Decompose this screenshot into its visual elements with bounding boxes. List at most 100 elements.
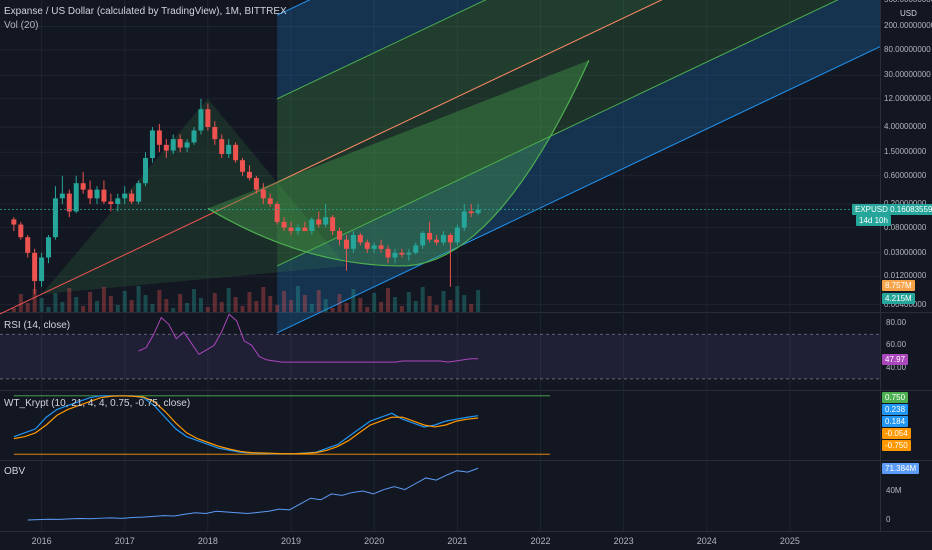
candle-body (198, 109, 204, 131)
candle-body (371, 245, 377, 249)
candle-body (440, 234, 446, 243)
candle-body (122, 193, 128, 199)
volume-bar (462, 295, 467, 312)
pitchfork-line (276, 0, 839, 267)
volume-bar (399, 306, 404, 312)
volume-bar (53, 293, 58, 312)
volume-bar (67, 288, 72, 312)
volume-bar (240, 306, 245, 312)
volume-bar (25, 303, 30, 312)
candle-body (281, 221, 287, 228)
time-axis-label: 2020 (364, 536, 385, 546)
volume-bar (247, 292, 252, 312)
candle-body (240, 160, 246, 172)
volume-bar (434, 305, 439, 312)
candle-body (149, 130, 155, 158)
chart-title: Expanse / US Dollar (calculated by Tradi… (4, 6, 287, 17)
candle-body (163, 144, 169, 151)
volume-bar (420, 287, 425, 312)
volume-bar (295, 286, 300, 312)
price-axis-label: 0.08000000 (884, 222, 927, 232)
volume-bar (143, 295, 148, 312)
price-axis-label: 0.00400000 (884, 299, 927, 309)
volume-bar (60, 302, 65, 312)
pane-separator (0, 312, 932, 313)
volume-bar (254, 301, 259, 312)
pitchfork-line (276, 0, 487, 100)
pitchfork-line (276, 0, 663, 183)
time-axis-label: 2018 (197, 536, 218, 546)
volume-bar (330, 308, 335, 312)
candle-body (108, 201, 114, 205)
candle-body (364, 242, 370, 249)
candle-body (115, 198, 121, 205)
wt-value-tag: 0.184 (882, 416, 909, 427)
time-axis-label: 2017 (114, 536, 135, 546)
obv-axis-label: 40M (886, 486, 902, 495)
volume-bar (476, 290, 481, 312)
currency-label: USD (900, 9, 917, 18)
rsi-axis-label: 40.00 (886, 362, 907, 372)
volume-bar (427, 296, 432, 312)
volume-bar (469, 304, 474, 312)
candle-body (475, 209, 481, 214)
wt-value-tag: -0.750 (882, 440, 911, 451)
volume-bar (108, 296, 113, 312)
volume-bar (372, 293, 377, 312)
price-axis-label: 4.00000000 (884, 122, 927, 132)
candle-body (87, 189, 93, 199)
pane-separator (0, 531, 932, 532)
candle-body (129, 193, 135, 202)
volume-bar (205, 307, 210, 312)
obv-line (27, 467, 479, 521)
volume-bar (18, 294, 23, 312)
volume-bar (95, 301, 100, 312)
price-axis-label: 0.01200000 (884, 271, 927, 281)
candle-body (52, 198, 58, 238)
candle-body (288, 227, 294, 232)
candle-body (32, 252, 38, 282)
volume-bar (323, 299, 328, 312)
volume-bar (226, 288, 231, 312)
volume-bar (101, 287, 106, 312)
candle-body (205, 109, 211, 128)
candle-body (39, 257, 45, 282)
wt-value-tag: 0.750 (882, 392, 909, 403)
candle-body (420, 232, 426, 246)
candle-body (343, 239, 349, 249)
candle-body (226, 144, 232, 155)
volume-bar (455, 286, 460, 312)
candle-body (309, 219, 315, 232)
volume-bar (192, 289, 197, 312)
volume-bar (302, 295, 307, 312)
volume-bar (136, 286, 141, 312)
price-axis-label: 12.00000000 (884, 93, 931, 103)
candle-body (385, 248, 391, 258)
time-axis-label: 2016 (31, 536, 52, 546)
time-axis-label: 2025 (779, 536, 800, 546)
volume-bar (316, 290, 321, 312)
volume-bar (198, 298, 203, 312)
volume-bar (351, 289, 356, 312)
candle-body (233, 144, 239, 161)
pane-separator (0, 460, 932, 461)
candle-body (447, 234, 453, 243)
price-axis-label: 0.20000000 (884, 199, 926, 208)
volume-bar (212, 293, 217, 312)
candle-body (454, 227, 460, 243)
volume-bar (171, 308, 176, 312)
volume-bar (261, 287, 266, 312)
last-price-tag: EXPUSD 0.16083559 (852, 203, 932, 215)
candle-body (468, 211, 474, 214)
candle-body (399, 252, 405, 255)
candle-body (302, 227, 308, 232)
volume-label: Vol (20) (4, 20, 39, 31)
candle-body (246, 171, 252, 179)
price-axis-label: 0.03000000 (884, 247, 927, 257)
price-axis-border (880, 0, 881, 531)
volume-bar (178, 294, 183, 312)
price-axis-label: 0.60000000 (884, 170, 927, 180)
volume-bar (392, 297, 397, 312)
price-axis-label: 80.00000000 (884, 45, 931, 55)
